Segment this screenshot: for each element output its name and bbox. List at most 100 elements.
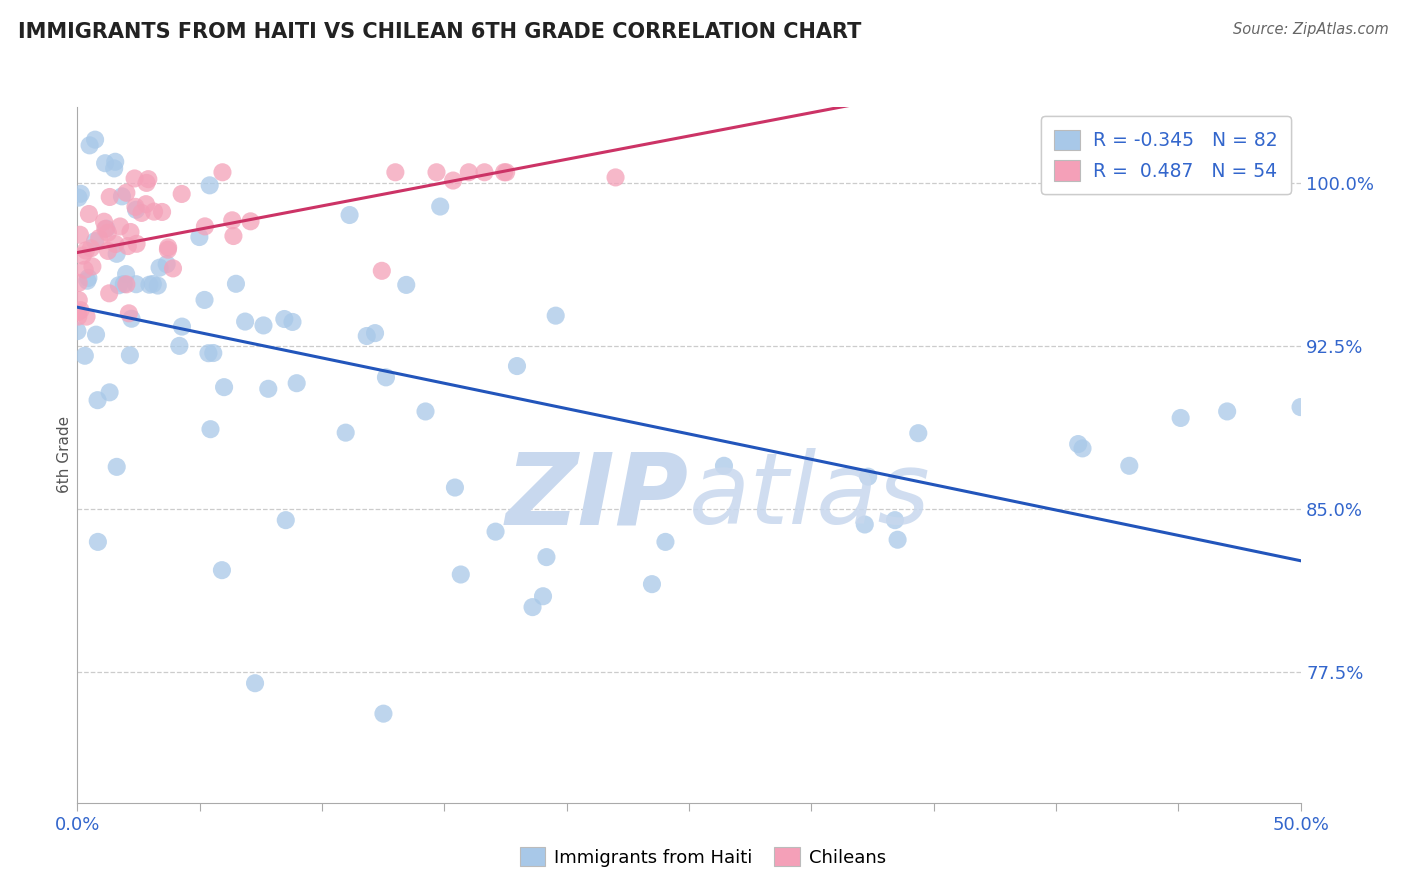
Point — [415, 404, 437, 418]
Point — [136, 172, 159, 186]
Point — [886, 533, 908, 547]
Point — [202, 346, 225, 360]
Point — [94, 222, 117, 236]
Point — [76, 274, 98, 288]
Point — [84, 133, 107, 147]
Point — [67, 276, 90, 290]
Point — [225, 277, 247, 291]
Point — [67, 293, 90, 307]
Point — [80, 241, 103, 255]
Point — [200, 422, 222, 436]
Point — [285, 376, 308, 391]
Point — [108, 278, 131, 293]
Point — [146, 278, 169, 293]
Point — [86, 393, 108, 408]
Point — [76, 310, 98, 324]
Point — [98, 190, 121, 204]
Point — [96, 221, 118, 235]
Point — [474, 165, 496, 179]
Point — [135, 176, 157, 190]
Point — [1170, 411, 1192, 425]
Point — [194, 219, 217, 234]
Point — [429, 200, 451, 214]
Point — [117, 239, 139, 253]
Point — [69, 227, 91, 242]
Point — [531, 589, 554, 603]
Point — [142, 277, 165, 291]
Point — [84, 327, 107, 342]
Point — [97, 244, 120, 258]
Point — [335, 425, 357, 440]
Point — [94, 156, 117, 170]
Text: Source: ZipAtlas.com: Source: ZipAtlas.com — [1233, 22, 1389, 37]
Point — [211, 165, 233, 179]
Point — [84, 234, 107, 248]
Point — [148, 260, 170, 275]
Point — [484, 524, 506, 539]
Point — [188, 230, 211, 244]
Point — [384, 165, 406, 179]
Point — [853, 517, 876, 532]
Y-axis label: 6th Grade: 6th Grade — [56, 417, 72, 493]
Point — [157, 240, 180, 254]
Point — [115, 267, 138, 281]
Point — [125, 236, 148, 251]
Point — [108, 219, 131, 234]
Point — [170, 186, 193, 201]
Point — [72, 249, 94, 263]
Point — [371, 264, 394, 278]
Point — [713, 458, 735, 473]
Legend: R = -0.345   N = 82, R =  0.487   N = 54: R = -0.345 N = 82, R = 0.487 N = 54 — [1040, 117, 1291, 194]
Point — [494, 165, 516, 179]
Point — [395, 277, 418, 292]
Point — [495, 165, 517, 179]
Point — [444, 481, 467, 495]
Point — [281, 315, 304, 329]
Point — [118, 306, 141, 320]
Point — [273, 312, 295, 326]
Point — [150, 205, 173, 219]
Point — [522, 600, 544, 615]
Point — [89, 231, 111, 245]
Point — [1071, 442, 1094, 456]
Point — [77, 207, 100, 221]
Point — [536, 550, 558, 565]
Point — [125, 202, 148, 217]
Point — [257, 382, 280, 396]
Point — [87, 534, 110, 549]
Point — [856, 469, 879, 483]
Point — [243, 676, 266, 690]
Point — [105, 459, 128, 474]
Point — [93, 215, 115, 229]
Point — [169, 339, 191, 353]
Text: ZIP: ZIP — [506, 448, 689, 545]
Point — [79, 138, 101, 153]
Point — [120, 225, 142, 239]
Point — [1118, 458, 1140, 473]
Point — [67, 310, 90, 324]
Point — [112, 277, 135, 291]
Point — [222, 229, 245, 244]
Point — [82, 260, 104, 274]
Point — [103, 161, 125, 176]
Point — [457, 165, 479, 179]
Point — [441, 173, 464, 187]
Point — [105, 247, 128, 261]
Point — [364, 326, 387, 340]
Point — [124, 200, 146, 214]
Point — [211, 563, 233, 577]
Point — [375, 370, 398, 384]
Point — [274, 513, 297, 527]
Point — [104, 237, 127, 252]
Point — [111, 189, 134, 203]
Point — [506, 359, 529, 373]
Point — [162, 261, 184, 276]
Point — [425, 165, 447, 179]
Point — [125, 277, 148, 292]
Point — [67, 191, 90, 205]
Point — [135, 197, 157, 211]
Point — [115, 277, 138, 292]
Point — [97, 226, 120, 240]
Point — [605, 170, 627, 185]
Point — [1289, 400, 1312, 414]
